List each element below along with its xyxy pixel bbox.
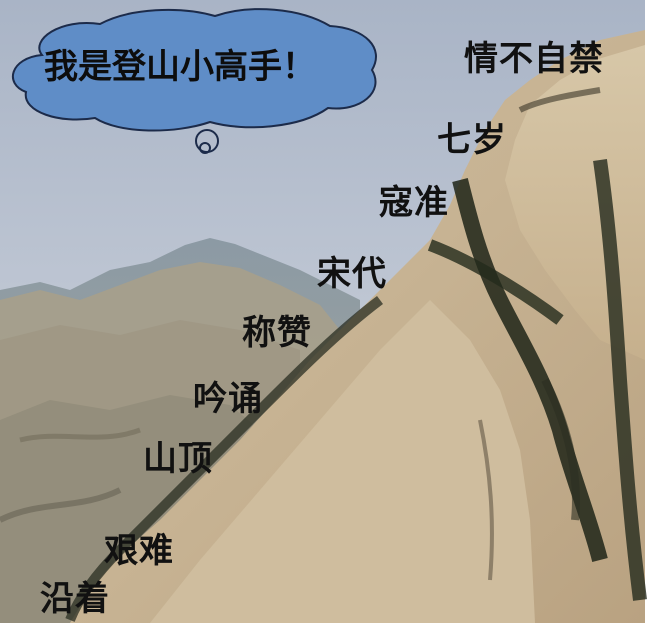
speech-bubble-text: 我是登山小高手！ xyxy=(44,47,316,87)
word-label: 宋代 xyxy=(317,254,387,294)
word-label: 山顶 xyxy=(143,439,213,479)
word-label: 吟诵 xyxy=(193,379,263,419)
word-label: 艰难 xyxy=(104,531,174,571)
word-label: 沿着 xyxy=(40,579,110,619)
word-label: 情不自禁 xyxy=(464,39,604,79)
word-label: 称赞 xyxy=(242,313,312,353)
right-margin xyxy=(645,0,652,623)
word-label: 寇准 xyxy=(379,183,449,223)
word-label: 七岁 xyxy=(437,120,507,160)
speech-bubble xyxy=(11,8,377,154)
